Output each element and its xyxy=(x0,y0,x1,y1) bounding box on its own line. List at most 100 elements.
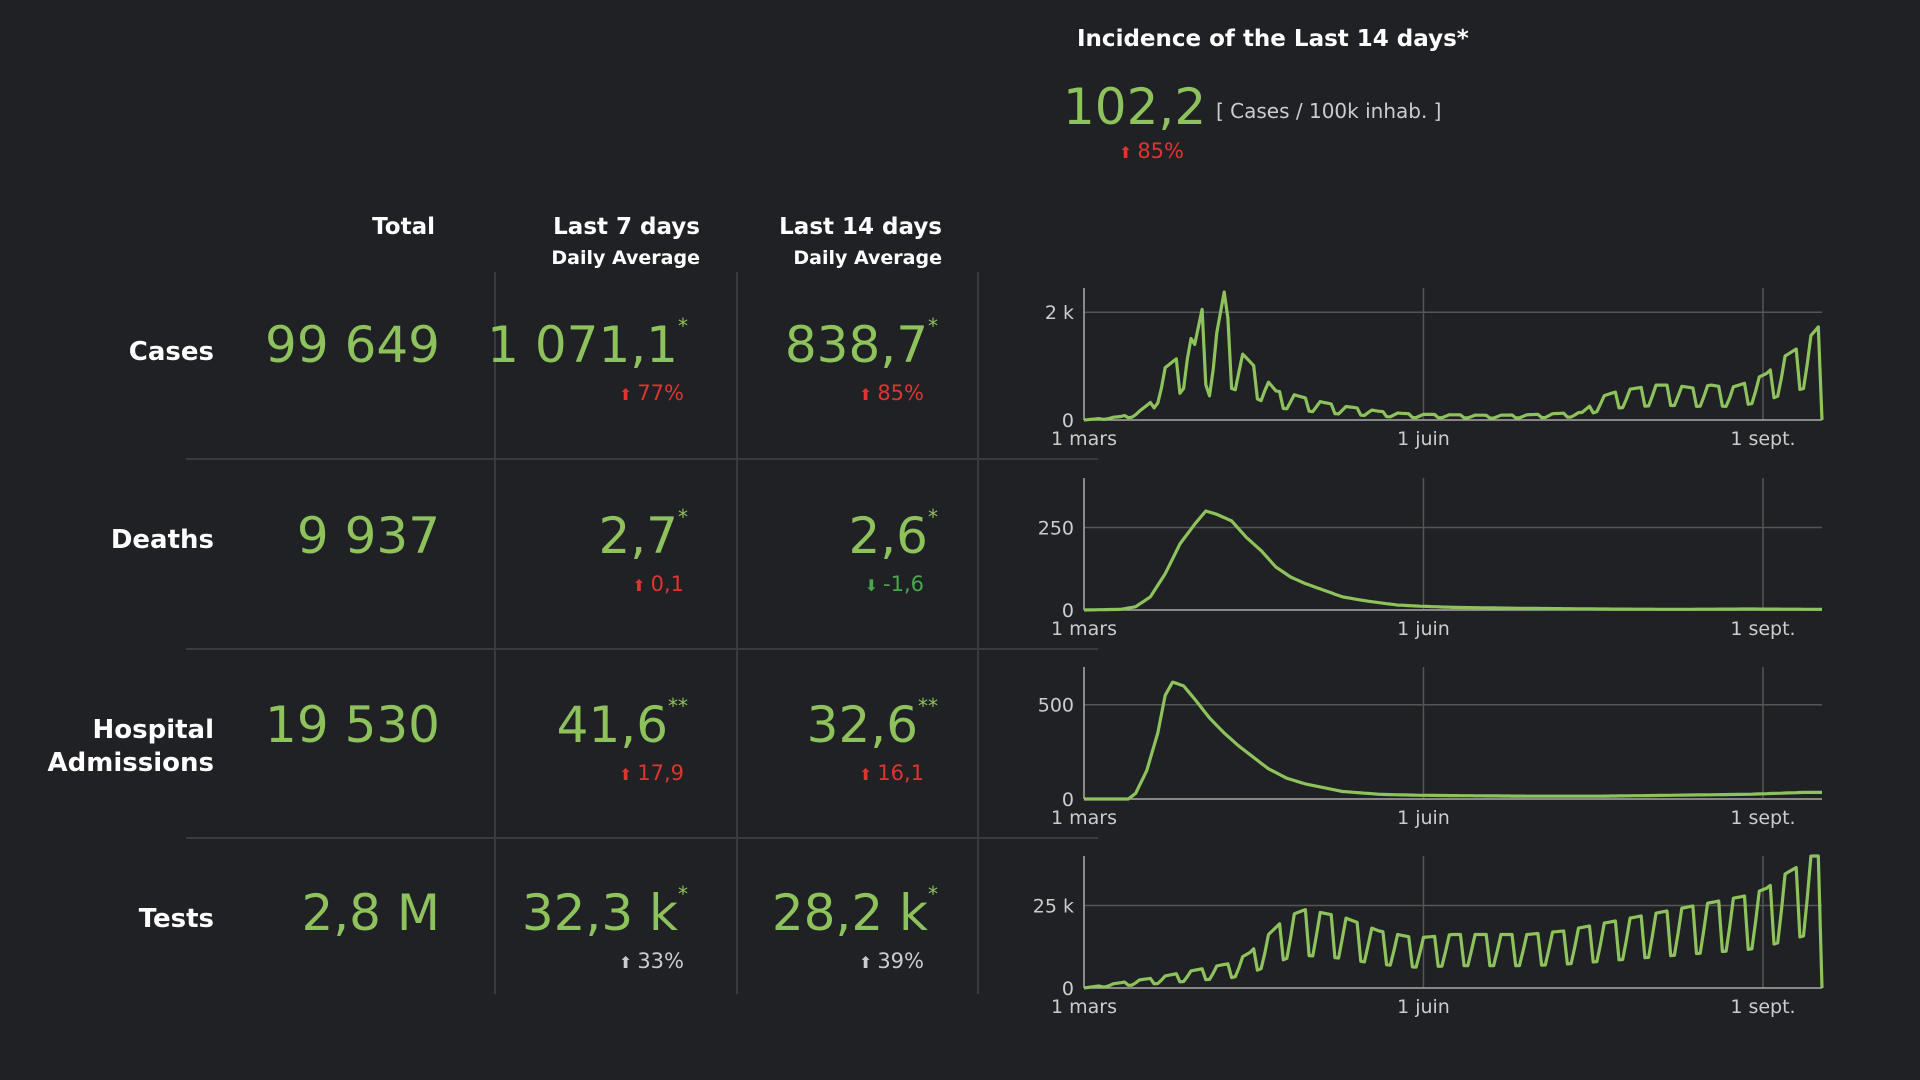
cases-avg7: 1 071,1* xyxy=(470,314,688,374)
tests-chart: 0 25 k 1 mars 1 juin 1 sept. xyxy=(1033,854,1824,1018)
arrow-up-icon: ⬆ xyxy=(618,953,633,972)
incidence-unit: [ Cases / 100k inhab. ] xyxy=(1216,99,1442,123)
footnote-mark: * xyxy=(678,314,688,338)
tests-avg14: 28,2 k* xyxy=(720,882,938,942)
hospital-avg14-value: 32,6 xyxy=(806,696,918,754)
deaths-avg14-value: 2,6 xyxy=(848,507,928,565)
tests-avg7-value: 32,3 k xyxy=(521,884,678,942)
y-tick-label: 0 xyxy=(1062,978,1074,1000)
deaths-avg7-value: 2,7 xyxy=(598,507,678,565)
x-tick-label: 1 mars xyxy=(1051,996,1117,1018)
header-last14: Last 14 days xyxy=(779,214,942,240)
tests-avg14-change: ⬆ 39% xyxy=(800,949,924,973)
cases-avg14-value: 838,7 xyxy=(784,316,928,374)
incidence-change: ⬆ 85% xyxy=(1100,139,1184,163)
x-tick-label: 1 juin xyxy=(1397,996,1450,1018)
arrow-up-icon: ⬆ xyxy=(858,765,873,784)
y-tick-label: 0 xyxy=(1062,410,1074,432)
header-last7-sub: Daily Average xyxy=(551,247,700,269)
hospital-avg14-change: ⬆ 16,1 xyxy=(800,761,924,785)
y-tick-label: 0 xyxy=(1062,600,1074,622)
deaths-chart: 0 250 1 mars 1 juin 1 sept. xyxy=(1038,478,1822,640)
row-label-deaths: Deaths xyxy=(110,525,214,555)
tests-avg7-change-value: 33% xyxy=(637,949,684,973)
footnote-mark: * xyxy=(928,882,938,906)
column-divider xyxy=(736,272,738,994)
header-last7: Last 7 days xyxy=(553,214,700,240)
hospital-avg7-value: 41,6 xyxy=(556,696,668,754)
hospital-avg14-change-value: 16,1 xyxy=(877,761,924,785)
deaths-avg7-change: ⬆ 0,1 xyxy=(560,572,684,596)
row-label-line: Admissions xyxy=(47,748,214,778)
row-divider xyxy=(186,458,1098,460)
arrow-up-icon: ⬆ xyxy=(858,385,873,404)
footnote-mark: ** xyxy=(918,694,938,718)
y-tick-label: 2 k xyxy=(1045,302,1074,324)
y-tick-label: 250 xyxy=(1038,518,1074,540)
cases-total: 99 649 xyxy=(265,316,440,374)
cases-avg14-change: ⬆ 85% xyxy=(800,381,924,405)
row-label-hospital-admissions: Hospital Admissions xyxy=(14,714,214,780)
footnote-mark: ** xyxy=(668,694,688,718)
series-line xyxy=(1084,680,1822,801)
cases-avg14: 838,7* xyxy=(720,314,938,374)
y-tick-label: 500 xyxy=(1038,695,1074,717)
x-tick-label: 1 sept. xyxy=(1730,428,1795,450)
incidence-value: 102,2 xyxy=(1063,78,1207,136)
x-tick-label: 1 sept. xyxy=(1730,996,1795,1018)
y-tick-label: 25 k xyxy=(1033,896,1074,918)
cases-avg7-change: ⬆ 77% xyxy=(560,381,684,405)
deaths-avg14-change: ⬇ -1,6 xyxy=(800,572,924,596)
row-label-tests: Tests xyxy=(138,904,214,934)
series-line xyxy=(1083,509,1822,612)
x-tick-label: 1 mars xyxy=(1051,807,1117,829)
arrow-up-icon: ⬆ xyxy=(858,953,873,972)
header-total: Total xyxy=(372,214,435,240)
arrow-up-icon: ⬆ xyxy=(1118,143,1133,162)
arrow-up-icon: ⬆ xyxy=(632,576,646,595)
column-divider xyxy=(494,272,496,994)
tests-avg14-value: 28,2 k xyxy=(771,884,928,942)
cases-chart: 0 2 k 1 mars 1 juin 1 sept. xyxy=(1045,288,1824,450)
hospital-avg7-change-value: 17,9 xyxy=(637,761,684,785)
arrow-down-icon: ⬇ xyxy=(864,576,879,595)
row-divider xyxy=(186,837,1098,839)
cases-avg14-change-value: 85% xyxy=(877,381,924,405)
tests-avg7-change: ⬆ 33% xyxy=(560,949,684,973)
deaths-avg14: 2,6* xyxy=(720,505,938,565)
footnote-mark: * xyxy=(678,882,688,906)
incidence-change-value: 85% xyxy=(1137,139,1184,163)
hospital-avg7-change: ⬆ 17,9 xyxy=(560,761,684,785)
x-tick-label: 1 juin xyxy=(1397,807,1450,829)
incidence-title: Incidence of the Last 14 days* xyxy=(1077,26,1469,52)
deaths-avg7: 2,7* xyxy=(470,505,688,565)
cases-avg7-value: 1 071,1 xyxy=(487,316,678,374)
tests-total: 2,8 M xyxy=(301,884,440,942)
x-tick-label: 1 sept. xyxy=(1730,618,1795,640)
deaths-avg7-change-value: 0,1 xyxy=(650,572,684,596)
column-divider xyxy=(977,272,979,994)
hospital-total: 19 530 xyxy=(265,696,440,754)
hospital-avg7: 41,6** xyxy=(470,694,688,754)
tests-avg7: 32,3 k* xyxy=(470,882,688,942)
series-line xyxy=(1083,854,1824,990)
x-tick-label: 1 mars xyxy=(1051,428,1117,450)
deaths-avg14-change-value: -1,6 xyxy=(883,572,924,596)
arrow-up-icon: ⬆ xyxy=(618,765,633,784)
row-divider xyxy=(186,648,1098,650)
x-tick-label: 1 mars xyxy=(1051,618,1117,640)
series-line xyxy=(1083,290,1824,422)
x-tick-label: 1 juin xyxy=(1397,618,1450,640)
row-label-cases: Cases xyxy=(128,337,214,367)
footnote-mark: * xyxy=(928,505,938,529)
footnote-mark: * xyxy=(678,505,688,529)
y-tick-label: 0 xyxy=(1062,789,1074,811)
deaths-total: 9 937 xyxy=(296,507,440,565)
row-label-line: Hospital xyxy=(92,715,214,745)
footnote-mark: * xyxy=(928,314,938,338)
arrow-up-icon: ⬆ xyxy=(618,385,633,404)
header-last14-sub: Daily Average xyxy=(793,247,942,269)
hospital-admissions-chart: 0 500 1 mars 1 juin 1 sept. xyxy=(1038,667,1822,829)
cases-avg7-change-value: 77% xyxy=(637,381,684,405)
hospital-avg14: 32,6** xyxy=(720,694,938,754)
